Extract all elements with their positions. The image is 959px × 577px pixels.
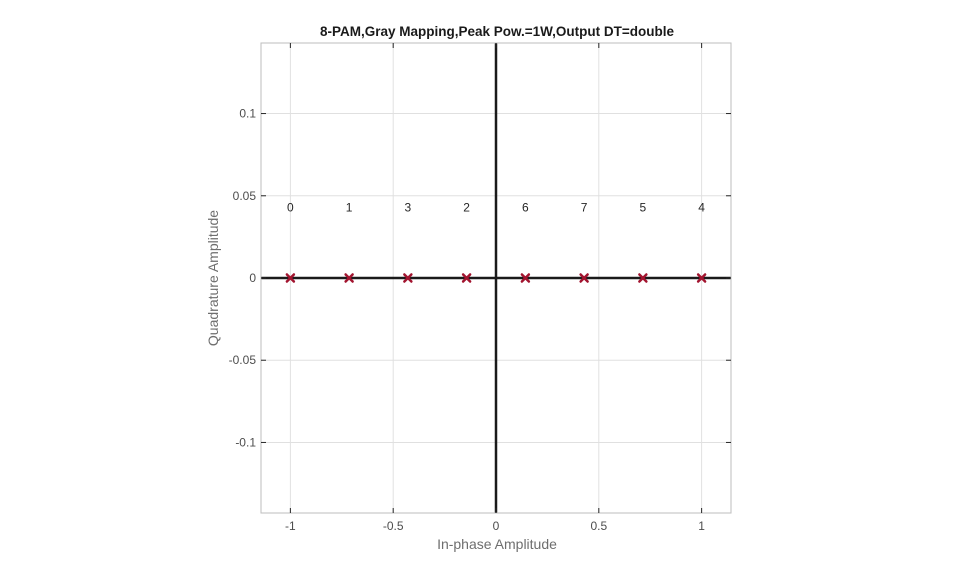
constellation-point: [696, 273, 707, 283]
constellation-point: [403, 273, 413, 283]
y-axis-label: Quadrature Amplitude: [205, 210, 221, 346]
symbol-label: 3: [405, 200, 412, 214]
symbol-label: 1: [346, 200, 353, 214]
zero-axis-lines: [261, 43, 731, 513]
x-tick-label: -0.5: [383, 519, 404, 533]
chart-title: 8-PAM,Gray Mapping,Peak Pow.=1W,Output D…: [320, 24, 675, 39]
x-tick-label: -1: [285, 519, 296, 533]
symbol-label: 7: [581, 200, 588, 214]
symbol-label: 4: [698, 200, 705, 214]
constellation-point: [579, 273, 589, 283]
y-tick-label: 0: [249, 271, 256, 285]
x-axis-label: In-phase Amplitude: [437, 536, 557, 552]
y-tick-label: 0.05: [233, 189, 257, 203]
x-tick-label: 0: [493, 519, 500, 533]
constellation-point: [344, 273, 354, 283]
symbol-labels: 0 1 3 2 6 7 5 4: [287, 200, 705, 214]
tick-labels: -1 -0.5 0 0.5 1 0.1 0.05 0 -0.05 -0.1: [229, 43, 731, 533]
constellation-point: [461, 273, 472, 283]
constellation-points: [285, 273, 707, 283]
y-tick-label: 0.1: [239, 107, 256, 121]
symbol-label: 6: [522, 200, 529, 214]
x-tick-label: 1: [698, 519, 705, 533]
symbol-label: 2: [463, 200, 470, 214]
constellation-point: [285, 273, 296, 283]
symbol-label: 5: [640, 200, 647, 214]
constellation-point: [520, 273, 531, 283]
symbol-label: 0: [287, 200, 294, 214]
y-tick-label: -0.05: [229, 353, 257, 367]
y-tick-label: -0.1: [235, 435, 256, 449]
constellation-point: [638, 273, 648, 283]
x-tick-label: 0.5: [590, 519, 607, 533]
